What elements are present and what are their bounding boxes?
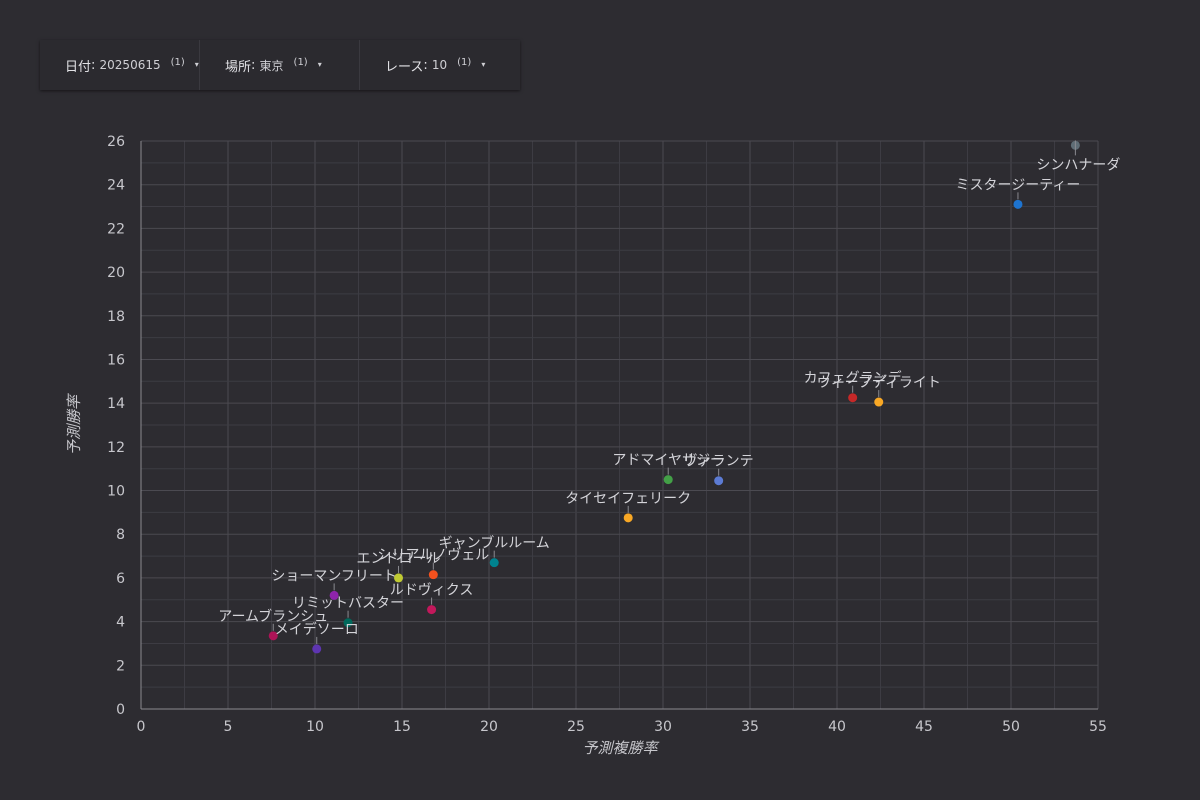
race-filter-colon: : bbox=[423, 57, 432, 73]
x-tick-label: 30 bbox=[654, 719, 672, 735]
point-label: アームブランシュ bbox=[218, 608, 328, 625]
x-tick-label: 35 bbox=[741, 719, 759, 735]
race-filter-dropdown[interactable]: レース: 10 (1) ▾ bbox=[360, 40, 520, 90]
date-filter-colon: : bbox=[91, 57, 100, 73]
y-tick-label: 0 bbox=[116, 702, 125, 718]
x-tick-label: 50 bbox=[1002, 719, 1020, 735]
race-filter-label: レース bbox=[385, 59, 424, 75]
x-tick-label: 20 bbox=[480, 719, 498, 735]
place-filter-colon: : bbox=[251, 57, 260, 73]
point-label: ウィープディライト bbox=[817, 374, 941, 391]
point-label: アドマイヤサジー bbox=[612, 453, 724, 469]
y-tick-label: 18 bbox=[107, 309, 125, 325]
x-tick-label: 10 bbox=[306, 719, 324, 735]
y-tick-label: 6 bbox=[116, 571, 125, 587]
point-label: リミットバスター bbox=[292, 596, 404, 612]
scatter-point bbox=[394, 573, 404, 583]
scatter-point bbox=[329, 590, 339, 600]
x-tick-label: 55 bbox=[1089, 719, 1107, 735]
point-label: ギャンブルルーム bbox=[439, 535, 550, 552]
labels-layer: シンハナーダミスタージーティーカフェグランデウィープディライトアドマイヤサジーヴ… bbox=[218, 140, 1120, 644]
y-tick-label: 20 bbox=[107, 265, 125, 281]
date-filter-value: 20250615 bbox=[99, 58, 161, 72]
y-tick-label: 10 bbox=[107, 484, 125, 500]
x-axis-title: 予測複勝率 bbox=[582, 739, 659, 757]
scatter-point bbox=[874, 397, 884, 407]
filter-bar: 日付: 20250615 (1) ▾ 場所: 東京 (1) ▾ レース: 10 … bbox=[40, 40, 520, 90]
place-filter-count: (1) bbox=[293, 56, 308, 68]
grid-layer bbox=[140, 140, 1099, 710]
point-label: ルドヴィクス bbox=[390, 582, 474, 599]
point-label: エンドロール bbox=[357, 551, 441, 567]
point-label: シリアルノヴェル bbox=[377, 547, 489, 564]
point-label: ヴァランテ bbox=[684, 453, 754, 470]
scatter-point bbox=[714, 476, 724, 486]
race-filter-count: (1) bbox=[457, 56, 472, 68]
date-filter-dropdown[interactable]: 日付: 20250615 (1) ▾ bbox=[40, 40, 200, 90]
x-tick-label: 40 bbox=[828, 719, 846, 735]
race-filter-value: 10 bbox=[431, 58, 448, 72]
x-tick-label: 45 bbox=[915, 719, 933, 735]
caret-down-icon: ▾ bbox=[317, 59, 322, 69]
x-tick-label: 5 bbox=[224, 719, 233, 735]
x-tick-label: 15 bbox=[393, 719, 411, 735]
x-tick-label: 0 bbox=[137, 719, 146, 735]
place-filter-value: 東京 bbox=[259, 58, 284, 73]
scatter-point bbox=[268, 631, 278, 641]
date-filter-label: 日付 bbox=[65, 59, 92, 75]
y-tick-label: 4 bbox=[116, 615, 125, 631]
scatter-point bbox=[623, 513, 633, 523]
point-label: ショーマンフリート bbox=[271, 568, 397, 584]
point-label: カフェグランデ bbox=[804, 370, 902, 387]
date-filter-count: (1) bbox=[170, 56, 185, 68]
y-tick-label: 16 bbox=[107, 352, 125, 368]
y-tick-label: 26 bbox=[107, 134, 125, 150]
scatter-point bbox=[428, 570, 438, 580]
scatter-point bbox=[663, 475, 673, 485]
point-label: タイセイフェリーク bbox=[565, 491, 691, 507]
points-layer bbox=[268, 140, 1080, 654]
scatter-point bbox=[427, 605, 437, 615]
x-tick-label: 25 bbox=[567, 719, 585, 735]
scatter-point bbox=[489, 558, 499, 568]
scatter-point bbox=[343, 618, 353, 628]
scatter-point bbox=[1013, 199, 1023, 209]
scatter-point bbox=[848, 393, 858, 403]
scatter-point bbox=[312, 644, 322, 654]
caret-down-icon: ▾ bbox=[481, 59, 486, 69]
point-label: シンハナーダ bbox=[1036, 157, 1120, 173]
y-tick-label: 14 bbox=[107, 396, 125, 412]
point-label: ミスタージーティー bbox=[956, 177, 1081, 193]
point-label: メイデソーロ bbox=[275, 621, 359, 638]
y-tick-label: 22 bbox=[107, 221, 125, 237]
y-tick-label: 2 bbox=[116, 658, 125, 674]
y-axis-title: 予測勝率 bbox=[65, 393, 83, 455]
y-tick-label: 12 bbox=[107, 440, 125, 456]
place-filter-dropdown[interactable]: 場所: 東京 (1) ▾ bbox=[200, 40, 360, 90]
caret-down-icon: ▾ bbox=[194, 59, 199, 69]
y-tick-label: 24 bbox=[107, 178, 125, 194]
axis-layer: 0 5 10 15 20 25 30 35 40 45 50 55024681012141618202… bbox=[107, 134, 1107, 735]
place-filter-label: 場所 bbox=[225, 59, 252, 75]
y-tick-label: 8 bbox=[116, 527, 125, 543]
